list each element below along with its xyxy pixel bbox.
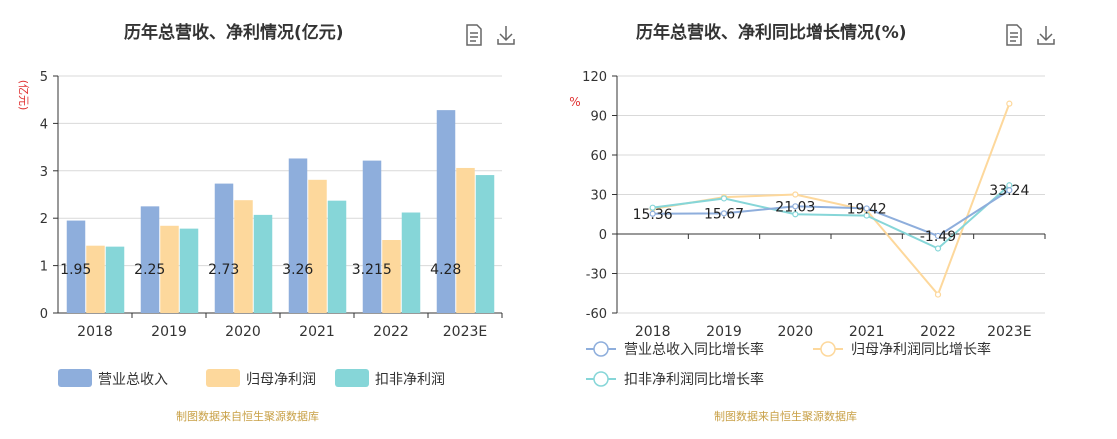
series-point <box>934 232 942 240</box>
x-tick-label: 2022 <box>920 324 956 340</box>
x-tick-label: 2020 <box>778 324 814 340</box>
series-point <box>1006 187 1013 194</box>
left-panel: 历年总营收、净利情况(亿元) 0 1 2 3 4 5 (亿元) 2018 1.95 2019 2.2… <box>0 0 558 439</box>
x-tick-label: 2021 <box>299 324 335 340</box>
y-axis-unit-label: % <box>569 95 580 109</box>
line-data-label: 33.24 <box>989 183 1029 199</box>
bar <box>327 200 347 313</box>
bar <box>436 110 456 314</box>
revenue-profit-bar-chart: 0 1 2 3 4 5 (亿元) 2018 1.95 2019 2.25 2020 2.73 2021 3.… <box>17 70 503 388</box>
bar <box>475 175 495 313</box>
y-tick-label: 5 <box>40 70 48 85</box>
legend-label: 扣非净利润 <box>375 372 445 388</box>
bar <box>234 200 253 313</box>
growth-rate-line-chart: -60 -30 0 30 60 90 120% 2018 2019 2020 2021 2022 202… <box>569 70 1046 388</box>
right-source-note: 制图数据来自恒生聚源数据库 <box>714 410 857 423</box>
bar <box>382 240 401 313</box>
left-source-note: 制图数据来自恒生聚源数据库 <box>176 410 319 423</box>
y-axis-unit-label: (亿元) <box>17 80 30 111</box>
y-tick-label: 60 <box>590 149 607 164</box>
left-chart-title: 历年总营收、净利情况(亿元) <box>124 23 344 43</box>
bar <box>214 183 234 313</box>
x-tick-label: 2019 <box>151 324 187 340</box>
series-point <box>792 191 799 198</box>
legend-label: 归母净利润 <box>246 371 316 388</box>
series-point <box>792 203 799 210</box>
x-tick-label: 2018 <box>635 324 671 340</box>
bar-data-label: 2.73 <box>208 262 239 278</box>
line-data-label: -1.49 <box>920 229 956 245</box>
bar <box>288 158 308 313</box>
y-tick-label: 3 <box>40 165 48 180</box>
y-tick-label: -30 <box>586 268 607 283</box>
right-panel: 历年总营收、净利同比增长情况(%) -60 -30 0 30 60 90 120% 2018 2… <box>558 0 1117 439</box>
y-tick-label: 120 <box>582 70 607 85</box>
line-data-label: 15.67 <box>704 206 744 222</box>
legend-label: 营业总收入同比增长率 <box>624 341 764 358</box>
series-point <box>934 245 942 252</box>
bar <box>456 167 475 313</box>
series-line <box>652 189 1010 238</box>
right-chart-title: 历年总营收、净利同比增长情况(%) <box>636 23 907 43</box>
legend-marker <box>593 371 609 387</box>
document-icon[interactable] <box>464 24 484 46</box>
bar-data-label: 1.95 <box>60 262 91 278</box>
legend-label: 营业总收入 <box>98 372 168 388</box>
y-tick-label: 1 <box>40 260 48 275</box>
series-point <box>934 291 942 298</box>
series-point <box>792 211 799 218</box>
bar <box>160 225 179 313</box>
series-point <box>863 205 870 212</box>
y-tick-label: 30 <box>590 189 607 204</box>
download-icon[interactable] <box>1036 24 1056 46</box>
x-tick-label: 2018 <box>77 324 113 340</box>
y-tick-label: 90 <box>590 110 607 125</box>
bar-data-label: 3.215 <box>352 262 392 278</box>
x-tick-label: 2020 <box>225 324 261 340</box>
download-icon[interactable] <box>496 24 516 46</box>
x-tick-label: 2021 <box>849 324 885 340</box>
series-point <box>863 212 870 219</box>
bar <box>308 179 327 313</box>
legend-marker <box>593 341 609 357</box>
legend-label: 归母净利润同比增长率 <box>851 341 991 358</box>
x-tick-label: 2023E <box>987 324 1031 340</box>
series-point <box>720 195 728 202</box>
x-tick-label: 2023E <box>443 324 487 340</box>
y-tick-label: 4 <box>40 117 48 132</box>
bar <box>66 220 86 313</box>
bar-data-label: 4.28 <box>430 262 461 278</box>
y-tick-label: 2 <box>40 212 48 227</box>
x-tick-label: 2022 <box>373 324 409 340</box>
legend-label: 扣非净利润同比增长率 <box>624 371 764 388</box>
series-point <box>1006 100 1013 107</box>
y-tick-label: -60 <box>586 307 607 322</box>
legend-swatch <box>206 369 240 387</box>
bar <box>401 212 421 313</box>
y-tick-label: 0 <box>599 228 607 243</box>
bar <box>86 245 105 313</box>
series-point <box>649 204 656 211</box>
x-tick-label: 2019 <box>706 324 742 340</box>
document-icon[interactable] <box>1004 24 1024 46</box>
bar <box>179 228 199 313</box>
series-line <box>652 103 1011 297</box>
bar-data-label: 2.25 <box>134 262 165 278</box>
bar <box>253 214 273 313</box>
bar <box>105 246 125 313</box>
series-point <box>649 210 656 217</box>
series-line <box>652 184 1010 250</box>
line-data-label: 21.03 <box>775 199 815 215</box>
legend-swatch <box>58 369 92 387</box>
bar <box>362 160 382 313</box>
series-point <box>720 210 728 217</box>
legend-marker <box>820 341 836 357</box>
bar <box>140 206 160 313</box>
legend-swatch <box>335 369 369 387</box>
line-data-label: 15.36 <box>633 207 673 223</box>
bar-data-label: 3.26 <box>282 262 313 278</box>
line-data-label: 19.42 <box>847 201 887 217</box>
y-tick-label: 0 <box>40 307 48 322</box>
